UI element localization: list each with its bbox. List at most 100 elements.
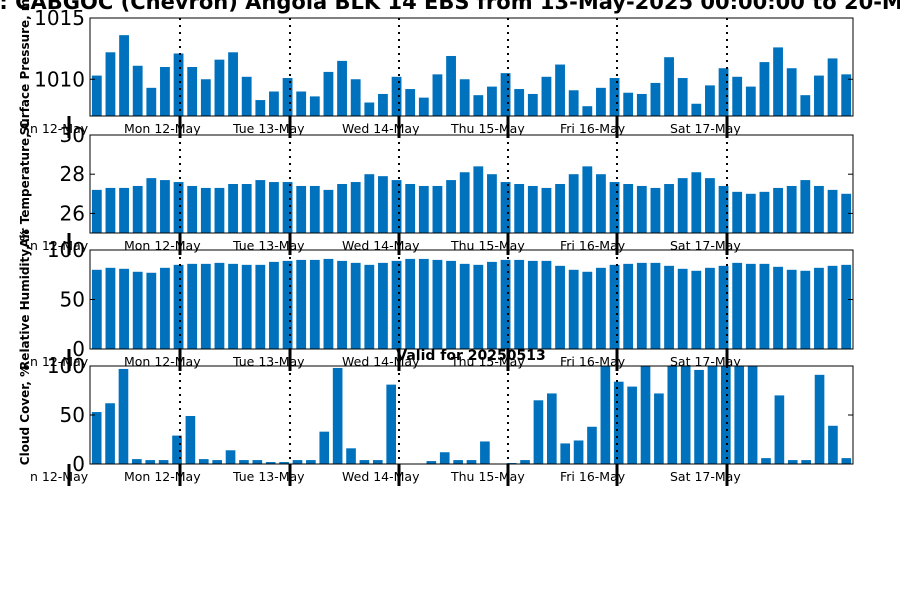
bar-36: [560, 443, 571, 464]
bar-16: [296, 185, 307, 233]
bar-27: [446, 55, 456, 116]
bar-38: [596, 267, 606, 349]
bar-7: [172, 435, 182, 464]
bar-30: [487, 174, 497, 233]
bar-11: [225, 450, 236, 464]
bar-40: [613, 381, 624, 464]
bar-6: [160, 267, 170, 349]
bar-48: [732, 262, 743, 349]
bar-11: [228, 184, 238, 233]
bar-14: [269, 182, 279, 233]
bar-13: [252, 460, 263, 464]
bar-49: [745, 86, 756, 116]
x-tick-label-wed-14-may: Wed 14-May: [342, 121, 420, 136]
y-axis-label: Surface Pressure, m: [18, 0, 32, 135]
bar-1: [91, 412, 102, 464]
x-tick-label-tue-13-may: Tue 13-May: [232, 354, 305, 369]
bar-31: [500, 259, 511, 349]
bar-1: [91, 75, 102, 116]
y-tick-label-0: 0: [72, 452, 85, 476]
bar-1: [91, 189, 102, 233]
bar-38: [596, 174, 606, 233]
bar-53: [800, 95, 811, 116]
x-tick-label-fri-16-may: Fri 16-May: [560, 354, 626, 369]
bar-11: [228, 52, 238, 116]
x-tick-label-sat-17-may: Sat 17-May: [670, 238, 741, 253]
x-tick-label-sat-17-may: Sat 17-May: [670, 121, 741, 136]
bar-5: [145, 460, 156, 464]
bar-42: [650, 187, 661, 233]
x-tick-label-sat-17-may: Sat 17-May: [670, 469, 741, 484]
x-tick-label-fri-16-may: Fri 16-May: [560, 121, 626, 136]
x-tick-label-tue-13-may: Tue 13-May: [232, 121, 305, 136]
bar-16: [292, 460, 303, 464]
bar-15: [282, 260, 293, 349]
y-axis-label: Relative Humidity, %: [18, 229, 32, 370]
bar-4: [132, 185, 143, 233]
bar-21: [359, 460, 370, 464]
bar-2: [105, 403, 115, 464]
bar-11: [228, 263, 238, 349]
bar-series: [91, 258, 852, 349]
bar-39: [609, 78, 620, 116]
bar-47: [718, 185, 729, 233]
bar-14: [269, 91, 279, 116]
bar-21: [364, 264, 375, 349]
bar-44: [667, 366, 678, 464]
bar-2: [105, 267, 116, 349]
bar-50: [747, 366, 758, 464]
bar-25: [418, 258, 429, 349]
bar-18: [319, 431, 330, 464]
bar-13: [255, 100, 266, 116]
bar-34: [533, 400, 544, 464]
bar-series: [91, 166, 852, 233]
bar-8: [185, 415, 196, 464]
bar-44: [677, 268, 688, 349]
y-tick-label-26: 26: [60, 201, 85, 225]
bar-36: [568, 90, 579, 116]
bar-35: [555, 265, 565, 349]
bar-27: [446, 260, 456, 349]
bar-29: [466, 460, 477, 464]
bar-46: [694, 369, 704, 464]
bar-3: [119, 187, 129, 233]
bar-13: [255, 180, 266, 233]
bar-4: [132, 65, 143, 116]
bar-14: [265, 462, 276, 464]
bar-36: [568, 269, 579, 349]
y-tick-label-100: 100: [47, 238, 85, 262]
bar-45: [691, 103, 702, 116]
bar-9: [200, 263, 211, 349]
panel-4: n 12-May Mon 12-May Tue 13-May Wed 14-May Th…: [18, 354, 854, 486]
bar-1: [91, 269, 102, 349]
bar-19: [337, 60, 347, 117]
bar-28: [459, 172, 470, 233]
y-tick-label-100: 100: [47, 354, 85, 378]
bar-41: [636, 185, 647, 233]
bar-23: [386, 384, 397, 464]
bar-33: [527, 93, 538, 116]
bar-34: [541, 187, 552, 233]
bar-46: [705, 178, 715, 233]
x-tick-label-thu-15-may: Thu 15-May: [450, 469, 525, 484]
bar-43: [664, 265, 674, 349]
bar-35: [555, 64, 565, 116]
bar-54: [814, 185, 824, 233]
bar-26: [426, 461, 437, 464]
plot-frame: [89, 134, 854, 234]
bar-51: [773, 47, 783, 116]
bar-29: [473, 166, 484, 233]
bar-45: [691, 270, 702, 349]
x-tick-label-fri-16-may: Fri 16-May: [560, 238, 626, 253]
bar-16: [296, 91, 307, 116]
bar-49: [734, 366, 745, 464]
bar-26: [432, 74, 443, 116]
bar-24: [405, 184, 416, 233]
bar-27: [439, 452, 450, 464]
bar-10: [214, 262, 225, 349]
bar-20: [346, 448, 356, 464]
plot-frame: [89, 17, 854, 117]
bar-28: [459, 263, 470, 349]
y-tick-label-50: 50: [60, 288, 85, 312]
bar-30: [487, 86, 497, 116]
